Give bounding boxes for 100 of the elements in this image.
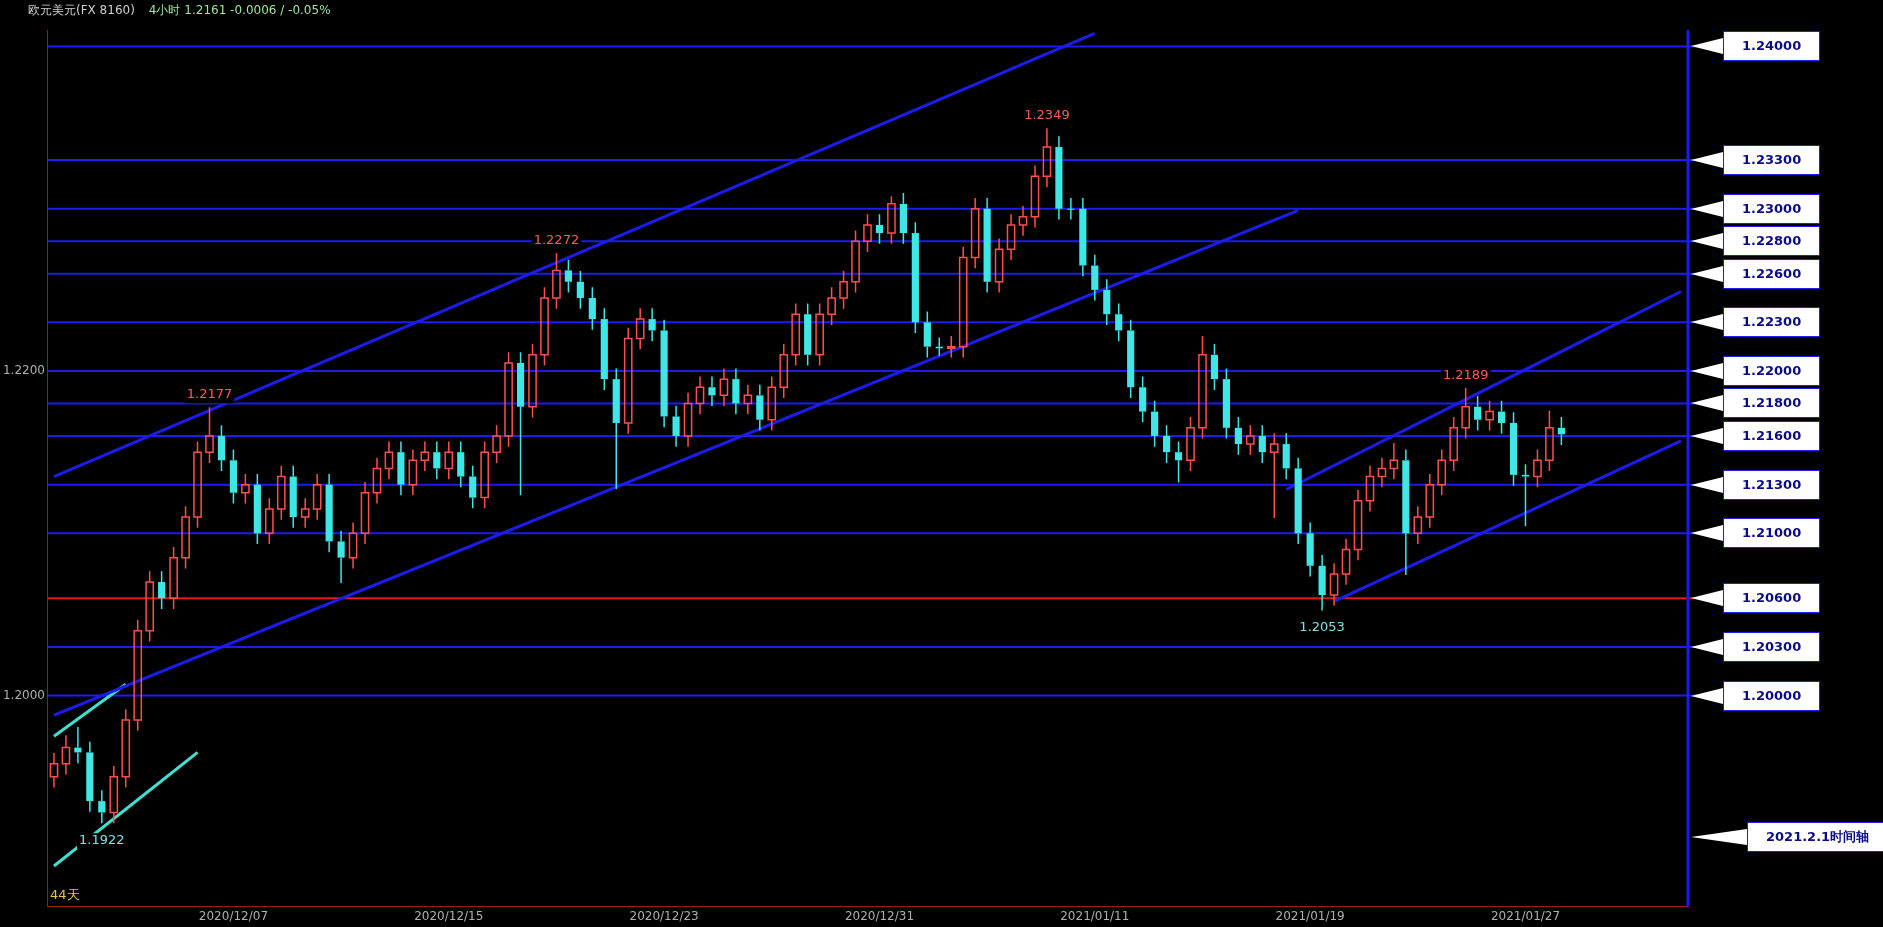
candlestick xyxy=(264,497,274,545)
ref-line-label: 1.23300 xyxy=(1723,145,1821,176)
candlestick xyxy=(61,734,71,776)
candlestick xyxy=(899,192,907,245)
candlestick xyxy=(1294,456,1302,545)
candlestick xyxy=(1474,395,1482,432)
candlestick xyxy=(1151,400,1159,448)
candlestick xyxy=(1509,411,1518,487)
candlestick xyxy=(337,529,345,584)
candlestick xyxy=(372,456,382,505)
candlestick xyxy=(1079,197,1087,278)
candlestick xyxy=(779,343,789,399)
candlestick xyxy=(588,286,596,331)
candlestick xyxy=(635,307,645,351)
candlestick xyxy=(360,481,370,545)
candlestick xyxy=(253,473,261,545)
ref-line-label: 1.24000 xyxy=(1723,31,1821,62)
candlestick xyxy=(1103,278,1111,326)
candlestick xyxy=(1042,127,1052,188)
candlestick xyxy=(1377,456,1387,488)
candlestick xyxy=(276,465,286,521)
candlestick xyxy=(732,367,740,415)
candlestick xyxy=(767,375,777,432)
candlestick xyxy=(492,424,501,464)
candlestick xyxy=(827,286,836,326)
candlestick xyxy=(217,424,226,472)
candlestick xyxy=(1222,367,1230,440)
candlestick xyxy=(1198,335,1207,440)
ref-line-label: 1.22600 xyxy=(1723,258,1821,289)
candlestick xyxy=(1329,562,1339,607)
candlestick xyxy=(516,351,525,497)
x-tick-label: 2021/01/27 xyxy=(1490,908,1561,923)
ref-line-label: 1.21800 xyxy=(1723,388,1821,419)
candlestick xyxy=(397,440,405,497)
ref-line-label: 1.22800 xyxy=(1723,226,1821,257)
annotation: 1.2177 xyxy=(186,386,233,402)
ref-line-label: 1.22300 xyxy=(1723,307,1821,338)
candlestick xyxy=(444,440,454,480)
candlestick xyxy=(528,343,537,419)
candlestick xyxy=(98,789,106,824)
candlestick xyxy=(1485,400,1494,432)
candlestick xyxy=(1461,387,1471,440)
candlestick xyxy=(1006,213,1016,261)
candlestick xyxy=(145,570,155,643)
candlestick xyxy=(660,318,668,428)
candlestick xyxy=(1353,489,1363,562)
candlestick xyxy=(851,229,860,294)
candlestick xyxy=(863,213,872,253)
candlestick xyxy=(911,221,919,334)
candlestick xyxy=(1497,400,1506,435)
candlestick xyxy=(457,440,465,488)
annotation: 1.2272 xyxy=(533,232,580,248)
ref-line-label: 1.21600 xyxy=(1723,420,1821,451)
candlestick xyxy=(289,465,297,529)
y-tick-label: 1.2200 xyxy=(2,363,45,378)
candlestick xyxy=(433,440,441,480)
candlestick xyxy=(1127,318,1135,399)
ref-line-label: 1.23000 xyxy=(1723,193,1821,224)
candlestick xyxy=(1425,473,1435,529)
ref-line-label: 1.20600 xyxy=(1723,583,1821,614)
candlestick xyxy=(1234,416,1242,456)
candlestick xyxy=(1091,254,1099,302)
candlestick xyxy=(1269,432,1279,519)
candlestick xyxy=(1067,197,1075,221)
candlestick xyxy=(158,570,166,610)
ref-line-label: 1.20000 xyxy=(1723,680,1821,711)
ref-line-label: 1.21000 xyxy=(1723,518,1821,549)
candlestick xyxy=(1186,416,1195,472)
candlestick xyxy=(169,546,178,610)
candlestick xyxy=(1318,554,1326,612)
candlestick xyxy=(1115,302,1123,342)
candlestick xyxy=(205,406,214,464)
annotation: 1.2189 xyxy=(1442,366,1489,382)
annotation: 1.2349 xyxy=(1024,107,1070,123)
candlestick xyxy=(923,310,931,359)
candlestick xyxy=(420,440,430,472)
candlestick xyxy=(241,473,250,505)
candlestick xyxy=(958,245,968,359)
candlestick xyxy=(1306,521,1314,578)
candlestick xyxy=(683,391,693,448)
candlestick xyxy=(1521,463,1530,527)
candlestick xyxy=(1389,442,1399,480)
candlestick xyxy=(1055,135,1063,221)
chart-subtitle: 4小时 1.2161 -0.0006 / -0.05% xyxy=(148,2,331,18)
candlestick xyxy=(839,270,848,310)
candlestick xyxy=(576,270,584,310)
ref-line-label: 1.20300 xyxy=(1723,631,1821,662)
candlestick xyxy=(1018,205,1028,237)
candlestick xyxy=(612,367,620,490)
candlestick xyxy=(1449,416,1459,472)
candlestick xyxy=(384,440,394,480)
candlestick xyxy=(348,521,358,570)
candlestick xyxy=(875,213,884,245)
candlestick xyxy=(1139,375,1147,424)
candlestick xyxy=(300,497,310,529)
annotation: 1.1922 xyxy=(79,832,125,848)
candlestick xyxy=(791,302,801,367)
text: 2021.2.1时间轴 xyxy=(1747,821,1883,852)
candlestick xyxy=(312,473,322,521)
candlestick xyxy=(1245,424,1255,456)
